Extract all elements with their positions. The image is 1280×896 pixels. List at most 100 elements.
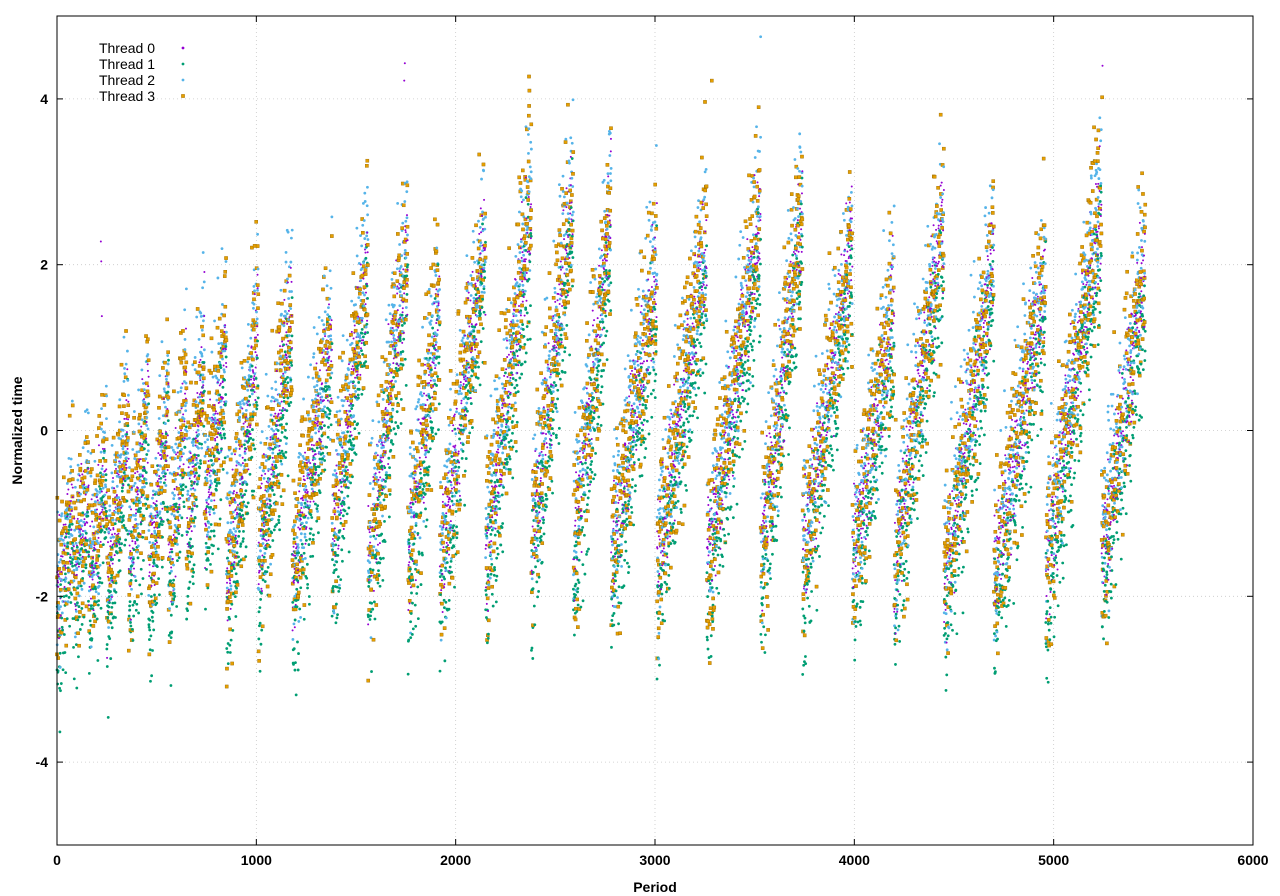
data-point [161, 366, 165, 370]
data-point [180, 448, 184, 451]
data-point [368, 567, 372, 571]
data-point [84, 536, 87, 539]
data-point [330, 521, 334, 525]
data-point [129, 515, 133, 519]
data-point [370, 574, 373, 577]
data-point [355, 226, 359, 230]
data-point [121, 428, 125, 432]
data-point [277, 518, 281, 522]
data-point [203, 440, 207, 444]
data-point [225, 471, 229, 475]
data-point [186, 420, 191, 425]
data-point [336, 436, 339, 440]
data-point [246, 511, 250, 515]
data-point [137, 429, 142, 434]
data-point [383, 519, 386, 523]
data-point [242, 386, 247, 390]
data-point [131, 603, 135, 607]
data-point [278, 528, 282, 532]
data-point [153, 596, 158, 601]
data-point [85, 539, 89, 542]
data-point [341, 334, 345, 338]
data-point [161, 414, 165, 418]
data-point [224, 345, 228, 348]
data-point [161, 507, 164, 510]
data-point [192, 423, 197, 427]
data-point [57, 560, 61, 564]
data-point [128, 608, 132, 612]
data-point [294, 543, 297, 546]
data-point [88, 619, 92, 623]
data-point [189, 555, 193, 558]
data-point [94, 587, 97, 591]
data-point [163, 435, 167, 440]
data-point [152, 554, 157, 558]
data-point [314, 371, 319, 376]
data-point [162, 489, 167, 493]
data-point [196, 440, 199, 443]
data-point [224, 393, 228, 396]
data-point [256, 287, 259, 290]
data-point [255, 244, 260, 248]
data-point [63, 580, 67, 583]
data-point [366, 331, 370, 334]
data-point [286, 230, 290, 234]
data-point [116, 469, 120, 473]
data-point [320, 426, 323, 429]
data-point [191, 545, 194, 548]
data-point [98, 459, 102, 463]
data-point [129, 585, 132, 588]
data-point [217, 481, 221, 485]
data-point [126, 349, 129, 353]
data-point [372, 589, 375, 592]
data-point [99, 606, 103, 610]
data-point [330, 360, 333, 363]
data-point [122, 514, 125, 518]
data-point [212, 544, 215, 548]
data-point [202, 361, 206, 364]
data-point [59, 689, 62, 693]
data-point [348, 462, 353, 466]
data-point [245, 483, 249, 486]
data-point [369, 545, 373, 549]
data-point [103, 459, 108, 463]
data-point [192, 459, 195, 462]
data-point [285, 409, 289, 413]
data-point [368, 531, 371, 534]
data-point [379, 476, 382, 479]
data-point [267, 533, 272, 538]
data-point [301, 433, 305, 438]
data-point [188, 527, 191, 530]
data-point [356, 393, 360, 397]
data-point [67, 581, 71, 585]
data-point [367, 623, 370, 626]
data-point [367, 571, 371, 575]
data-point [260, 482, 263, 485]
data-point [267, 425, 271, 428]
data-point [354, 435, 358, 440]
data-point [257, 583, 260, 586]
data-point [334, 448, 338, 452]
data-point [152, 565, 155, 568]
data-point [193, 360, 197, 364]
data-point [101, 447, 104, 450]
data-points [55, 35, 1148, 734]
data-point [364, 303, 367, 306]
data-point [72, 500, 76, 505]
data-point [81, 555, 84, 558]
data-point [110, 595, 113, 598]
data-point [145, 453, 149, 456]
data-point [338, 583, 341, 587]
data-point [224, 338, 229, 343]
data-point [208, 535, 212, 539]
data-point [228, 577, 231, 580]
data-point [197, 425, 200, 428]
data-point [345, 456, 350, 461]
data-point [284, 250, 288, 254]
data-point [122, 524, 126, 527]
data-point [186, 554, 190, 558]
data-point [283, 370, 287, 374]
data-point [70, 399, 74, 403]
data-point [199, 422, 204, 427]
data-point [242, 500, 246, 504]
